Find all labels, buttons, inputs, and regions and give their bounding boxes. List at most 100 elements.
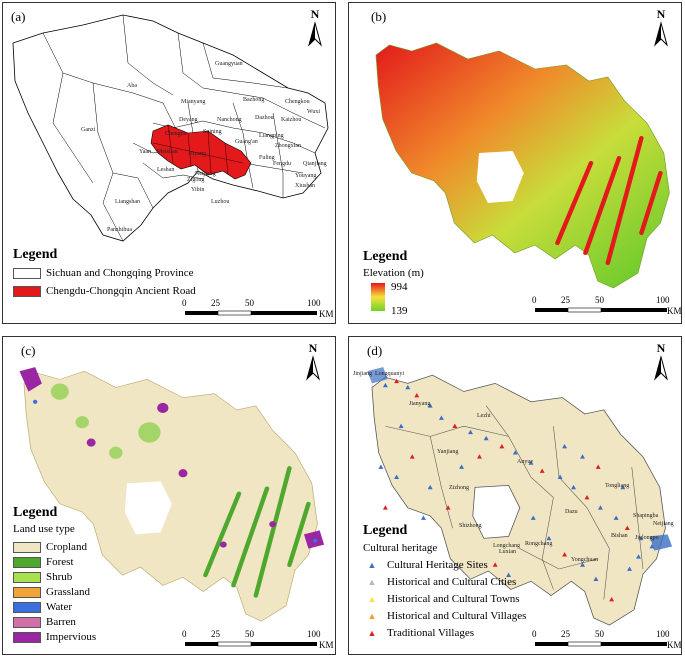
place-label: Yibin [191, 187, 205, 193]
heritage-point [483, 435, 489, 441]
heritage-point [627, 566, 633, 571]
heritage-point [571, 484, 577, 490]
heritage-point [394, 474, 400, 480]
elevation-subtitle: Elevation (m) [363, 267, 424, 279]
place-label: Liangshan [115, 199, 140, 205]
place-label: Qianjiang [303, 161, 327, 167]
place-label: Meishan [157, 149, 178, 155]
heritage-point [477, 454, 482, 459]
scale-tick-50: 50 [245, 629, 254, 639]
scale-tick-25: 25 [561, 295, 570, 305]
scale-tick-25: 25 [561, 629, 570, 639]
triangle-icon: ▲ [367, 594, 377, 604]
heritage-point [409, 454, 415, 459]
heritage-point [609, 597, 615, 602]
heritage-point [512, 450, 518, 455]
place-label: Bazhong [243, 97, 265, 103]
place-label: Jianyang [409, 401, 431, 407]
place-label: Tongliang [605, 483, 630, 489]
ancient-road-area [150, 124, 252, 180]
place-label: Jinjiang [353, 371, 372, 377]
north-label-c: N [308, 341, 318, 355]
heritage-point [492, 562, 498, 567]
place-label: Luzhou [211, 199, 230, 205]
legend-swatch [13, 541, 41, 553]
heritage-point [624, 525, 630, 531]
place-label: Shizhong [459, 523, 482, 529]
place-label: Liangping [259, 133, 284, 139]
heritage-point [530, 515, 536, 520]
place-label: Chengdu [165, 131, 187, 137]
scale-tick-0: 0 [182, 629, 187, 639]
scale-tick-25: 25 [211, 629, 220, 639]
scale-unit: KM [319, 640, 334, 650]
legend-swatch [13, 631, 41, 643]
legend-title-d: Legend [363, 523, 408, 538]
scale-unit: KM [319, 309, 334, 319]
scale-unit: KM [667, 640, 682, 650]
place-label: Rongchang [525, 541, 553, 547]
elevation-low: 139 [391, 305, 408, 317]
legend-item-province: Sichuan and Chongqing Province [13, 267, 194, 279]
forest-ridges [203, 466, 311, 598]
place-label: Panzhihua [107, 227, 132, 233]
heritage-subtitle: Cultural heritage [363, 542, 438, 554]
heritage-points [378, 378, 655, 602]
place-label: Wuxi [307, 109, 321, 115]
place-label: Dazu [565, 509, 578, 515]
panel-a: (a) [2, 2, 336, 324]
scale-tick-100: 100 [307, 629, 321, 639]
heritage-point [445, 505, 451, 510]
scale-tick-100: 100 [307, 298, 321, 308]
panel-b: (b) N Legend Elevation (m) 994 139 0 25 … [348, 2, 682, 324]
legend-item-ancient-road: Chengdu-Chongqin Ancient Road [13, 285, 196, 297]
legend-item-landuse: Shrub [13, 571, 72, 583]
place-label: Leshan [157, 167, 175, 173]
heritage-point [421, 515, 426, 520]
place-label: Longquanyi [375, 371, 404, 377]
north-label-d: N [656, 341, 666, 355]
heritage-point [499, 444, 505, 449]
place-label: Xiushan [295, 183, 315, 189]
place-label: Dazhou [255, 115, 274, 121]
heritage-point [427, 484, 433, 490]
legend-swatch [13, 267, 41, 279]
panel-d-label: (d) [367, 343, 383, 358]
scale-bar-d [535, 641, 667, 647]
place-label: Suining [203, 129, 222, 135]
panel-c-map [19, 356, 325, 647]
scale-bar-a [185, 310, 317, 316]
legend-item-heritage: ▲ Historical and Cultural Cities [365, 576, 517, 588]
legend-title-a: Legend [13, 247, 58, 262]
place-label: Anyue [517, 459, 533, 465]
scale-tick-100: 100 [656, 629, 670, 639]
north-label-a: N [310, 7, 320, 21]
triangle-icon: ▲ [367, 560, 377, 570]
place-label: Chengkou [285, 99, 310, 105]
scale-tick-25: 25 [211, 298, 220, 308]
legend-item-heritage: ▲ Historical and Cultural Towns [365, 593, 520, 605]
heritage-point [557, 474, 563, 480]
heritage-point [427, 403, 433, 408]
scale-tick-50: 50 [595, 295, 604, 305]
panel-d: (d) N Jinji [348, 336, 682, 655]
heritage-point [414, 393, 420, 398]
place-label: Mianyang [181, 99, 206, 105]
place-label: Fengdu [273, 161, 291, 167]
place-label: Zizhong [449, 485, 469, 491]
heritage-point [506, 572, 512, 577]
legend-item-heritage: ▲ Traditional Villages [365, 627, 475, 639]
heritage-point [468, 429, 473, 435]
place-label: Ziyang [189, 151, 206, 157]
place-label: Luxian [499, 549, 516, 555]
north-label-b: N [656, 7, 666, 21]
heritage-point [382, 382, 388, 388]
heritage-point [636, 554, 641, 559]
scale-tick-50: 50 [245, 298, 254, 308]
place-label: Bishan [611, 533, 628, 539]
heritage-point [438, 415, 444, 420]
place-label: Guang'an [235, 139, 258, 145]
legend-item-landuse: Cropland [13, 541, 87, 553]
heritage-point [580, 562, 585, 567]
legend-swatch [13, 571, 41, 583]
